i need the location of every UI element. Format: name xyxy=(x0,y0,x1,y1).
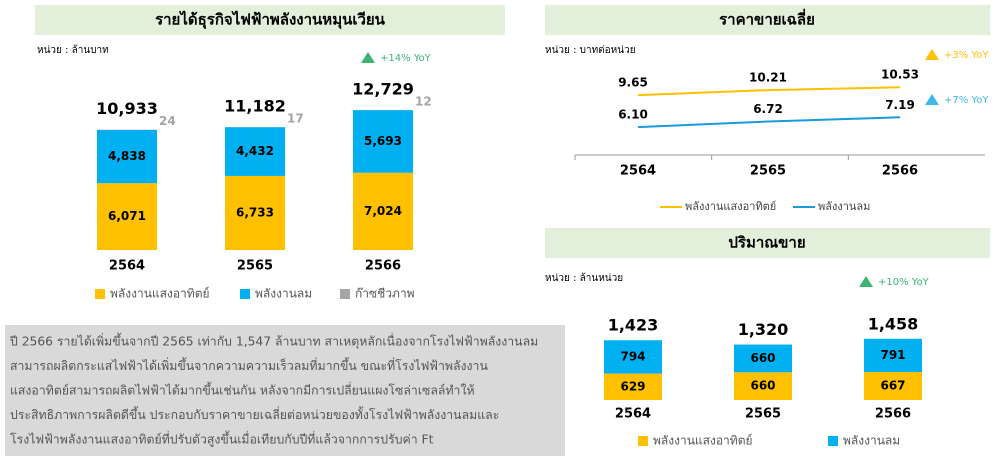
trend-arrow xyxy=(361,52,375,63)
legend-label: พลังงานแสงอาทิตย์ xyxy=(110,287,210,301)
value-label: 24 xyxy=(159,114,176,128)
legend-swatch xyxy=(95,289,105,299)
bar-segment xyxy=(97,183,157,250)
value-label: 629 xyxy=(620,379,645,393)
title-box xyxy=(35,5,505,35)
unit-label: หน่วย : บาทต่อหน่วย xyxy=(545,45,636,56)
total-label: 12,729 xyxy=(352,79,414,98)
value-label: 791 xyxy=(880,348,905,362)
value-label: 5,693 xyxy=(364,134,402,148)
legend-swatch xyxy=(240,289,250,299)
value-label: 6,733 xyxy=(236,205,274,219)
bar-segment xyxy=(604,373,662,400)
note-box xyxy=(5,325,565,456)
annotation: +10% YoY xyxy=(878,277,930,288)
value-label: 10.21 xyxy=(749,71,787,85)
legend-label: พลังงานลม xyxy=(843,434,900,448)
total-label: 1,320 xyxy=(738,320,789,339)
value-label: 660 xyxy=(750,351,775,365)
bar-segment xyxy=(97,130,157,184)
title-box xyxy=(545,228,990,258)
value-label: 794 xyxy=(620,349,645,363)
value-label: 667 xyxy=(880,378,905,392)
value-label: 12 xyxy=(415,94,432,108)
trend-arrow xyxy=(925,49,939,60)
line xyxy=(637,116,901,129)
x-tick-label: 2565 xyxy=(237,259,273,274)
legend-label: พลังงานลม xyxy=(818,200,870,213)
bar-segment xyxy=(225,175,285,250)
note-line: โรงไฟฟ้าพลังงานแสงอาทิตย์ที่ปรับตัวสูงขึ… xyxy=(10,431,434,448)
bar-segment xyxy=(864,371,922,400)
line xyxy=(637,86,901,97)
x-tick-label: 2564 xyxy=(109,259,145,274)
value-label: 7.19 xyxy=(885,98,915,112)
chart-title: ปริมาณขาย xyxy=(728,234,805,252)
value-label: 660 xyxy=(750,379,775,393)
bar-segment xyxy=(604,340,662,374)
title-box xyxy=(545,5,990,35)
annotation: +3% YoY xyxy=(944,50,989,61)
legend-label: พลังงานแสงอาทิตย์ xyxy=(685,200,776,213)
value-label: 17 xyxy=(287,111,304,125)
unit-label: หน่วย : ล้านหน่วย xyxy=(545,272,623,284)
annotation: +14% YoY xyxy=(380,53,432,64)
value-label: 6.10 xyxy=(618,108,648,122)
bar-segment xyxy=(225,127,285,176)
value-label: 9.65 xyxy=(618,76,648,90)
x-tick-label: 2564 xyxy=(620,164,656,179)
trend-arrow xyxy=(925,94,939,105)
value-label: 6.72 xyxy=(753,102,783,116)
total-label: 10,933 xyxy=(96,99,158,118)
note-line: ประสิทธิภาพการผลิตดีขึ้น ประกอบกับราคาขา… xyxy=(10,406,499,422)
value-label: 6,071 xyxy=(108,209,146,223)
legend-swatch xyxy=(340,289,350,299)
x-tick-label: 2565 xyxy=(750,164,786,179)
bar-segment xyxy=(353,110,413,173)
note-line: แสงอาทิตย์สามารถผลิตไฟฟ้าได้มากขึ้นเช่นก… xyxy=(10,382,475,398)
value-label: 4,838 xyxy=(108,149,146,163)
trend-arrow xyxy=(859,276,873,287)
legend-label: ก๊าซชีวภาพ xyxy=(355,287,415,301)
value-label: 4,432 xyxy=(236,144,274,158)
total-label: 1,458 xyxy=(868,314,919,333)
chart-title: ราคาขายเฉลี่ย xyxy=(719,9,815,29)
bar-segment xyxy=(864,338,922,372)
bar-segment xyxy=(734,372,792,400)
value-label: 7,024 xyxy=(364,204,402,218)
x-tick-label: 2566 xyxy=(882,164,918,179)
bar-segment xyxy=(734,344,792,373)
legend-swatch xyxy=(638,436,648,446)
x-tick-label: 2566 xyxy=(365,259,401,274)
x-tick-label: 2565 xyxy=(745,407,781,422)
note-line: ปี 2566 รายได้เพิ่มขึ้นจากปี 2565 เท่ากั… xyxy=(10,333,539,350)
annotation: +7% YoY xyxy=(944,95,989,106)
x-tick-label: 2566 xyxy=(875,407,911,422)
x-tick-label: 2564 xyxy=(615,407,651,422)
legend-label: พลังงานแสงอาทิตย์ xyxy=(653,434,753,448)
total-label: 1,423 xyxy=(608,316,659,335)
chart-title: รายได้ธุรกิจไฟฟ้าพลังงานหมุนเวียน xyxy=(155,10,386,30)
note-line: สามารถผลิตกระแสไฟฟ้าได้เพิ่มขึ้นจากความค… xyxy=(10,357,488,373)
unit-label: หน่วย : ล้านบาท xyxy=(37,44,109,56)
legend-swatch xyxy=(828,436,838,446)
bar-segment xyxy=(353,172,413,250)
total-label: 11,182 xyxy=(224,96,286,115)
legend-label: พลังงานลม xyxy=(255,287,312,301)
value-label: 10.53 xyxy=(881,68,919,82)
